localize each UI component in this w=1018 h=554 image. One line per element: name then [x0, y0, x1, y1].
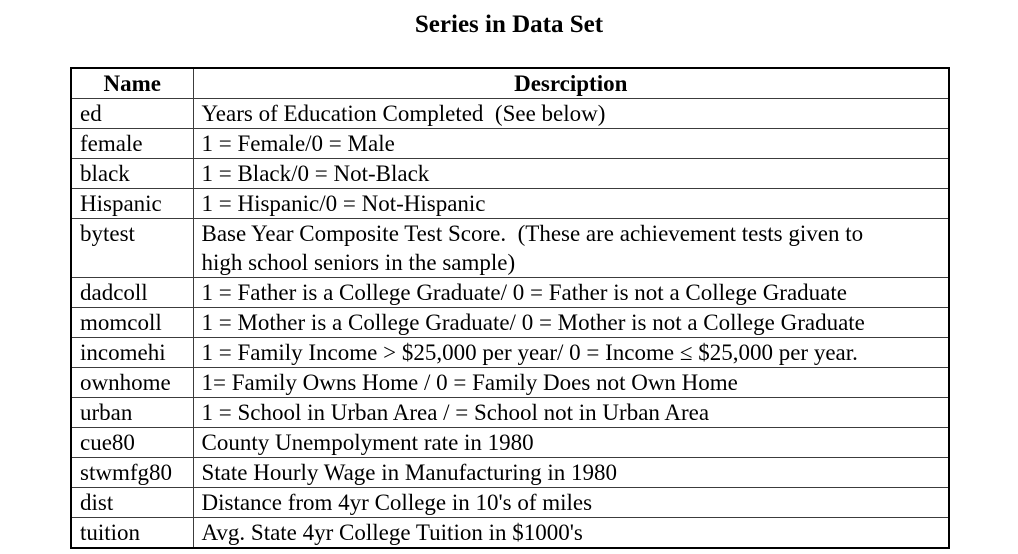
table-header-row: Name Desrciption: [70, 67, 950, 99]
variable-description-cell: 1 = Father is a College Graduate/ 0 = Fa…: [192, 277, 950, 308]
table-row: dist Distance from 4yr College in 10's o…: [70, 487, 950, 518]
variable-description-cell: Base Year Composite Test Score. (These a…: [192, 218, 950, 278]
table-row: bytest Base Year Composite Test Score. (…: [70, 218, 950, 278]
column-header-description: Desrciption: [192, 67, 950, 99]
table-row: momcoll 1 = Mother is a College Graduate…: [70, 307, 950, 338]
variable-description-cell: 1 = Mother is a College Graduate/ 0 = Mo…: [192, 307, 950, 338]
table-row: incomehi 1 = Family Income > $25,000 per…: [70, 337, 950, 368]
table-row: female 1 = Female/0 = Male: [70, 128, 950, 159]
table-row: ed Years of Education Completed (See bel…: [70, 98, 950, 129]
table-row: black 1 = Black/0 = Not-Black: [70, 158, 950, 189]
variable-name-cell: momcoll: [70, 307, 194, 338]
table-row: stwmfg80 State Hourly Wage in Manufactur…: [70, 457, 950, 488]
table-row: tuition Avg. State 4yr College Tuition i…: [70, 517, 950, 549]
variable-description-cell: Distance from 4yr College in 10's of mil…: [192, 487, 950, 518]
variable-name-cell: dadcoll: [70, 277, 194, 308]
variable-description-cell: Years of Education Completed (See below): [192, 98, 950, 129]
variable-name-cell: black: [70, 158, 194, 189]
table-row: urban 1 = School in Urban Area / = Schoo…: [70, 397, 950, 428]
table-row: cue80 County Unempolyment rate in 1980: [70, 427, 950, 458]
table-row: Hispanic 1 = Hispanic/0 = Not-Hispanic: [70, 188, 950, 219]
variable-description-cell: State Hourly Wage in Manufacturing in 19…: [192, 457, 950, 488]
variable-name-cell: ed: [70, 98, 194, 129]
variable-name-cell: cue80: [70, 427, 194, 458]
variable-description-cell: Avg. State 4yr College Tuition in $1000'…: [192, 517, 950, 549]
variable-name-cell: Hispanic: [70, 188, 194, 219]
variable-description-cell: 1= Family Owns Home / 0 = Family Does no…: [192, 367, 950, 398]
variable-name-cell: stwmfg80: [70, 457, 194, 488]
variable-description-cell: 1 = School in Urban Area / = School not …: [192, 397, 950, 428]
variable-name-cell: bytest: [70, 218, 194, 278]
table-row: dadcoll 1 = Father is a College Graduate…: [70, 277, 950, 308]
variable-name-cell: urban: [70, 397, 194, 428]
variable-name-cell: dist: [70, 487, 194, 518]
variable-name-cell: tuition: [70, 517, 194, 549]
table-row: ownhome 1= Family Owns Home / 0 = Family…: [70, 367, 950, 398]
variable-description-cell: 1 = Black/0 = Not-Black: [192, 158, 950, 189]
variable-description-cell: 1 = Family Income > $25,000 per year/ 0 …: [192, 337, 950, 368]
variable-name-cell: ownhome: [70, 367, 194, 398]
variable-description-cell: County Unempolyment rate in 1980: [192, 427, 950, 458]
variable-name-cell: incomehi: [70, 337, 194, 368]
variable-description-cell: 1 = Female/0 = Male: [192, 128, 950, 159]
column-header-name: Name: [70, 67, 194, 99]
variable-name-cell: female: [70, 128, 194, 159]
page-title: Series in Data Set: [414, 11, 604, 38]
variable-description-cell: 1 = Hispanic/0 = Not-Hispanic: [192, 188, 950, 219]
series-table: Name Desrciption ed Years of Education C…: [70, 67, 950, 549]
